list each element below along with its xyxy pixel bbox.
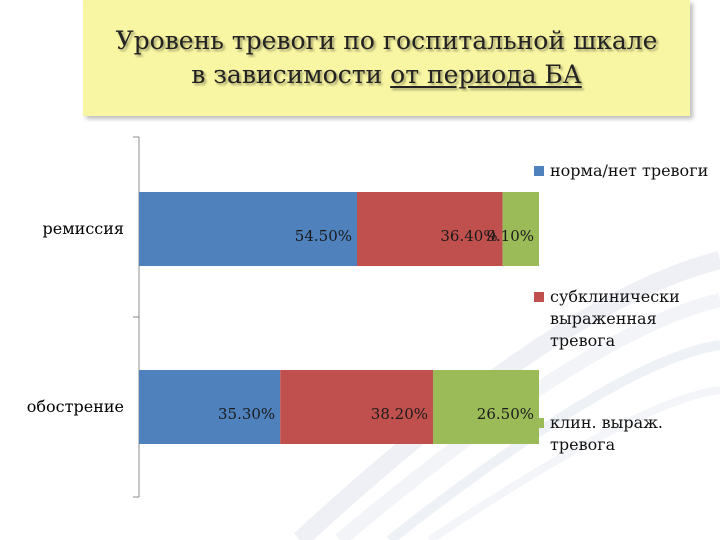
bar-segment [502,192,539,266]
bar-segment [139,192,357,266]
data-label: 38.20% [371,405,428,423]
data-label: 26.50% [477,405,534,423]
bar-segment [139,370,281,444]
chart-title-box: Уровень тревоги по госпитальной шкале в … [83,0,690,116]
data-label: 9.10% [486,227,534,245]
data-label: 35.30% [218,405,275,423]
bar-segment [433,370,539,444]
chart-title-line2-underlined: от периода БА [390,60,582,89]
legend-item: субклинически выраженная тревога [534,286,715,352]
category-label: обострение [27,397,124,416]
data-label: 36.40% [440,227,497,245]
legend-label: норма/нет тревоги [550,161,709,180]
legend-label: субклинически выраженная тревога [550,287,680,350]
legend-item: клин. выраж. тревога [534,412,715,456]
chart-title-line2-start: в зависимости [191,60,391,89]
category-label: ремиссия [43,219,125,238]
chart-title-line2: в зависимости от периода БА [191,58,581,92]
legend-swatch [534,418,544,428]
legend-label: клин. выраж. тревога [550,413,663,454]
legend-item: норма/нет тревоги [534,160,715,182]
chart-title-line1: Уровень тревоги по госпитальной шкале [115,26,658,55]
bar-segment [280,370,433,444]
data-label: 54.50% [295,227,352,245]
legend-swatch [534,292,544,302]
legend-swatch [534,166,544,176]
bar-segment [357,192,503,266]
